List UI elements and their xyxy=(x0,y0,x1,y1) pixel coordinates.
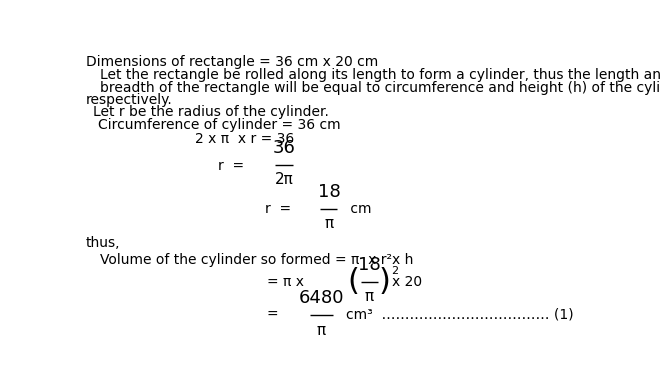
Text: 6480: 6480 xyxy=(298,289,344,307)
Text: 2: 2 xyxy=(391,266,398,276)
Text: Circumference of cylinder = 36 cm: Circumference of cylinder = 36 cm xyxy=(98,118,341,132)
Text: respectively.: respectively. xyxy=(86,93,172,107)
Text: Let r be the radius of the cylinder.: Let r be the radius of the cylinder. xyxy=(93,105,329,119)
Text: =: = xyxy=(267,308,279,322)
Text: 2 x π  x r = 36: 2 x π x r = 36 xyxy=(195,132,294,146)
Text: breadth of the rectangle will be equal to circumference and height (h) of the cy: breadth of the rectangle will be equal t… xyxy=(100,81,660,95)
Text: 36: 36 xyxy=(273,139,296,157)
Text: Volume of the cylinder so formed = π  x r²x h: Volume of the cylinder so formed = π x r… xyxy=(100,253,413,267)
Text: Let the rectangle be rolled along its length to form a cylinder, thus the length: Let the rectangle be rolled along its le… xyxy=(100,68,660,82)
Text: Dimensions of rectangle = 36 cm x 20 cm: Dimensions of rectangle = 36 cm x 20 cm xyxy=(86,55,378,70)
Text: π: π xyxy=(324,216,333,231)
Text: r  =: r = xyxy=(265,201,291,215)
Text: ): ) xyxy=(379,267,391,296)
Text: 18: 18 xyxy=(317,183,341,201)
Text: x 20: x 20 xyxy=(393,275,422,289)
Text: (: ( xyxy=(348,267,360,296)
Text: cm: cm xyxy=(346,201,372,215)
Text: = π x: = π x xyxy=(267,275,304,289)
Text: π: π xyxy=(317,322,326,338)
Text: r  =: r = xyxy=(218,159,244,173)
Text: π: π xyxy=(365,290,374,304)
Text: 18: 18 xyxy=(358,256,381,274)
Text: thus,: thus, xyxy=(86,236,120,250)
Text: cm³  ……………………………… (1): cm³ ……………………………… (1) xyxy=(346,308,574,322)
Text: 2π: 2π xyxy=(275,172,294,187)
